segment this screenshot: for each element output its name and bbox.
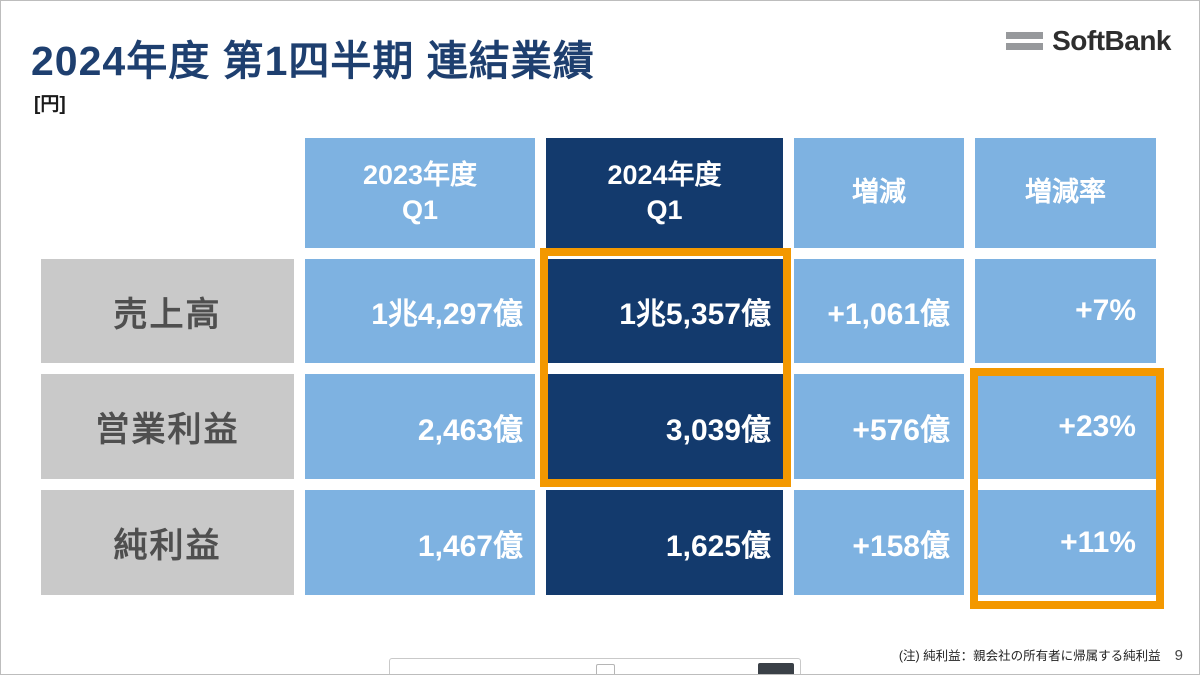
- bottom-overlay-bar: [389, 658, 801, 674]
- overlay-dark-button-icon[interactable]: [758, 663, 794, 674]
- unit-label: [円]: [34, 94, 66, 115]
- footnote: (注) 純利益：親会社の所有者に帰属する純利益: [898, 649, 1161, 663]
- cell-operating-income-fy2023: 2,463億: [305, 374, 535, 479]
- col-header-change-rate: 増減率: [975, 138, 1156, 248]
- col-header-change: 増減: [794, 138, 964, 248]
- row-label-net-income: 純利益: [41, 490, 294, 595]
- cell-revenue-fy2024: 1兆5,357億: [546, 259, 783, 363]
- softbank-bars-icon: [1006, 32, 1044, 50]
- col-header-fy2023-q1: 2023年度 Q1: [305, 138, 535, 248]
- cell-net-income-fy2024: 1,625億: [546, 490, 783, 595]
- cell-operating-income-fy2024: 3,039億: [546, 374, 783, 479]
- cell-revenue-fy2023: 1兆4,297億: [305, 259, 535, 363]
- cell-operating-income-change: +576億: [794, 374, 964, 479]
- page-title: 2024年度 第1四半期 連結業績: [31, 38, 595, 84]
- cell-revenue-change-rate: +7%: [975, 259, 1156, 363]
- row-label-revenue: 売上高: [41, 259, 294, 363]
- cell-revenue-change: +1,061億: [794, 259, 964, 363]
- corner-cell: [41, 138, 294, 248]
- softbank-logo-text: SoftBank: [1052, 25, 1171, 56]
- cell-net-income-change: +158億: [794, 490, 964, 595]
- cell-net-income-fy2023: 1,467億: [305, 490, 535, 595]
- cell-net-income-change-rate: +11%: [975, 490, 1156, 595]
- results-table: 2023年度 Q1 2024年度 Q1 増減 増減率 売上高 1兆4,297億 …: [41, 138, 1156, 595]
- footer: (注) 純利益：親会社の所有者に帰属する純利益 9: [899, 645, 1183, 664]
- page-number: 9: [1174, 647, 1183, 664]
- overlay-square-icon[interactable]: [596, 664, 615, 674]
- softbank-logo: SoftBank: [1006, 25, 1171, 57]
- cell-operating-income-change-rate: +23%: [975, 374, 1156, 479]
- row-label-operating-income: 営業利益: [41, 374, 294, 479]
- col-header-fy2024-q1: 2024年度 Q1: [546, 138, 783, 248]
